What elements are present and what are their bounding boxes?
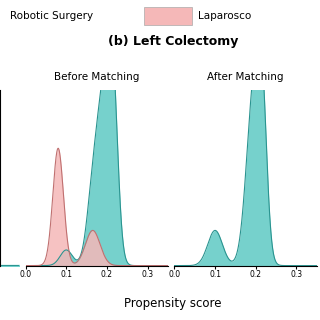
Text: Laparosco: Laparosco — [198, 11, 252, 21]
Text: Robotic Surgery: Robotic Surgery — [10, 11, 93, 21]
Text: Propensity score: Propensity score — [124, 298, 221, 310]
Text: (b) Left Colectomy: (b) Left Colectomy — [108, 35, 238, 48]
Text: Before Matching: Before Matching — [54, 72, 140, 82]
Text: After Matching: After Matching — [207, 72, 284, 82]
